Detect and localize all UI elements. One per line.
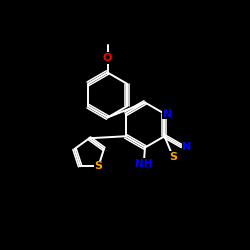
Text: N: N bbox=[163, 109, 172, 119]
Text: S: S bbox=[94, 161, 102, 171]
Text: O: O bbox=[103, 53, 112, 63]
Text: S: S bbox=[169, 152, 177, 162]
Text: N: N bbox=[182, 142, 192, 152]
Text: NH: NH bbox=[135, 159, 152, 169]
